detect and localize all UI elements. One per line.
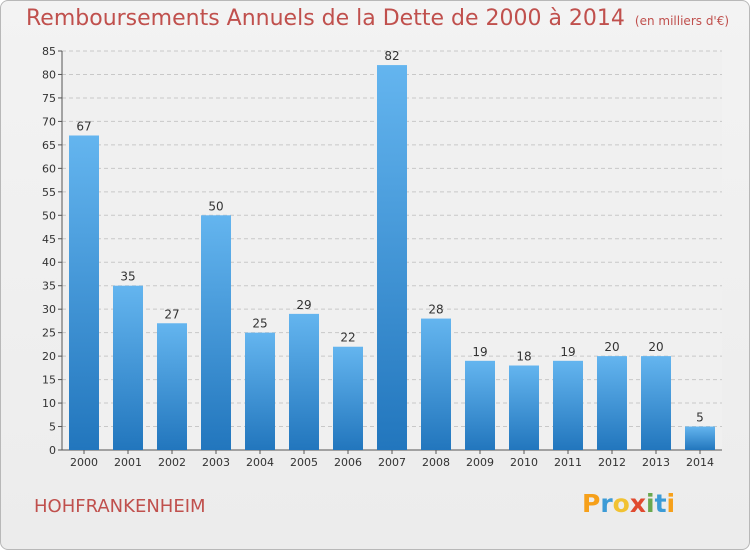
x-tick-label: 2004 [246,456,274,469]
y-tick-label: 25 [42,327,56,340]
bar [245,332,275,450]
y-tick-label: 15 [42,374,56,387]
bar [641,356,671,450]
bar [465,360,495,450]
logo-letter: i [666,489,676,518]
x-tick-label: 2002 [158,456,186,469]
y-tick-label: 10 [42,397,56,410]
bar [509,365,539,450]
y-tick-label: 5 [49,421,56,434]
value-label: 82 [384,49,399,63]
y-tick-label: 0 [49,444,56,457]
value-label: 28 [428,303,443,317]
x-tick-label: 2014 [686,456,714,469]
y-tick-label: 60 [42,162,56,175]
value-label: 35 [120,270,135,284]
bar [553,360,583,450]
bar [597,356,627,450]
x-tick-label: 2005 [290,456,318,469]
value-label: 67 [76,119,91,133]
logo-letter: i [646,489,655,518]
y-tick-label: 40 [42,256,56,269]
x-tick-label: 2013 [642,456,670,469]
x-tick-label: 2003 [202,456,230,469]
logo-letter: x [629,489,646,518]
y-tick-label: 55 [42,186,56,199]
y-tick-label: 45 [42,233,56,246]
bar [289,313,319,450]
x-tick-label: 2009 [466,456,494,469]
chart-title: Remboursements Annuels de la Dette de 20… [26,6,729,31]
y-tick-label: 65 [42,139,56,152]
logo-letter: t [654,489,667,518]
unit-label: (en milliers d'€) [634,14,730,28]
y-tick-label: 35 [42,280,56,293]
y-tick-label: 85 [42,45,56,58]
value-label: 50 [208,199,223,213]
x-tick-label: 2012 [598,456,626,469]
value-label: 20 [648,340,663,354]
commune-name: HOHFRANKENHEIM [34,496,206,517]
y-tick-label: 20 [42,350,56,363]
bar [685,426,715,450]
value-label: 19 [560,345,575,359]
x-tick-label: 2007 [378,456,406,469]
value-label: 5 [696,411,704,425]
y-tick-label: 50 [42,209,56,222]
x-tick-label: 2008 [422,456,450,469]
bar [421,318,451,450]
proxiti-logo: Proxiti [582,489,675,518]
bar [201,215,231,450]
logo-letter: P [582,489,601,518]
y-tick-label: 75 [42,92,56,105]
logo-letter: r [600,489,613,518]
y-tick-label: 30 [42,303,56,316]
value-label: 20 [604,340,619,354]
value-label: 19 [472,345,487,359]
bar [333,346,363,450]
bar [69,135,99,450]
y-tick-label: 70 [42,115,56,128]
logo-letter: o [612,489,630,518]
title-text: Remboursements Annuels de la Dette de 20… [26,6,625,31]
x-tick-label: 2011 [554,456,582,469]
value-label: 25 [252,317,267,331]
bar [377,65,407,451]
bar [113,285,143,450]
value-label: 22 [340,331,355,345]
value-label: 29 [296,298,311,312]
x-tick-label: 2006 [334,456,362,469]
y-tick-label: 80 [42,68,56,81]
value-label: 18 [516,350,531,364]
bar [157,323,187,450]
value-label: 27 [164,307,179,321]
x-tick-label: 2010 [510,456,538,469]
x-tick-label: 2001 [114,456,142,469]
x-tick-label: 2000 [70,456,98,469]
